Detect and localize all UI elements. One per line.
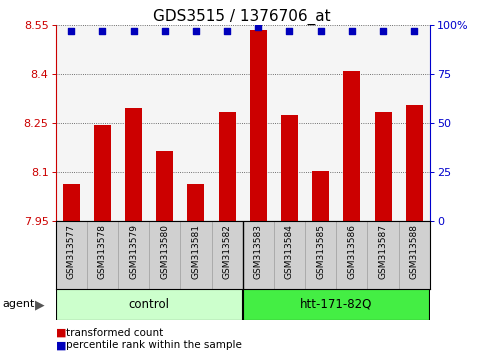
Bar [374,112,392,221]
Bar [156,151,173,221]
Bar [218,112,236,221]
Point [99,28,106,34]
Text: ▶: ▶ [35,298,44,311]
Text: ■: ■ [56,340,66,350]
Text: ■: ■ [56,328,66,338]
Text: GSM313580: GSM313580 [160,224,169,279]
Text: GSM313577: GSM313577 [67,224,76,279]
Point [348,28,356,34]
Bar [125,108,142,221]
Bar [312,171,329,221]
Bar [63,184,80,221]
Text: percentile rank within the sample: percentile rank within the sample [66,340,242,350]
Bar [281,115,298,221]
FancyBboxPatch shape [243,289,429,320]
Text: GSM313579: GSM313579 [129,224,138,279]
Bar [94,125,111,221]
Text: GSM313578: GSM313578 [98,224,107,279]
Point [129,28,137,34]
Bar [343,71,360,221]
Text: GSM313588: GSM313588 [410,224,419,279]
Point [285,28,293,34]
Text: GSM313587: GSM313587 [379,224,387,279]
Bar [250,30,267,221]
Point [223,28,231,34]
Text: htt-171-82Q: htt-171-82Q [300,298,372,311]
Bar [187,184,204,221]
Point [192,28,200,34]
Text: control: control [128,298,170,311]
Point [411,28,418,34]
Text: transformed count: transformed count [66,328,163,338]
Point [161,28,169,34]
Text: GDS3515 / 1376706_at: GDS3515 / 1376706_at [153,9,330,25]
Text: GSM313583: GSM313583 [254,224,263,279]
Text: GSM313582: GSM313582 [223,224,232,279]
Text: GSM313585: GSM313585 [316,224,325,279]
Point [317,28,325,34]
Bar [406,105,423,221]
Text: GSM313581: GSM313581 [191,224,200,279]
Point [255,24,262,30]
Text: agent: agent [2,299,35,309]
Text: GSM313584: GSM313584 [285,224,294,279]
Text: GSM313586: GSM313586 [347,224,356,279]
Point [67,28,75,34]
FancyBboxPatch shape [56,289,242,320]
Point [379,28,387,34]
